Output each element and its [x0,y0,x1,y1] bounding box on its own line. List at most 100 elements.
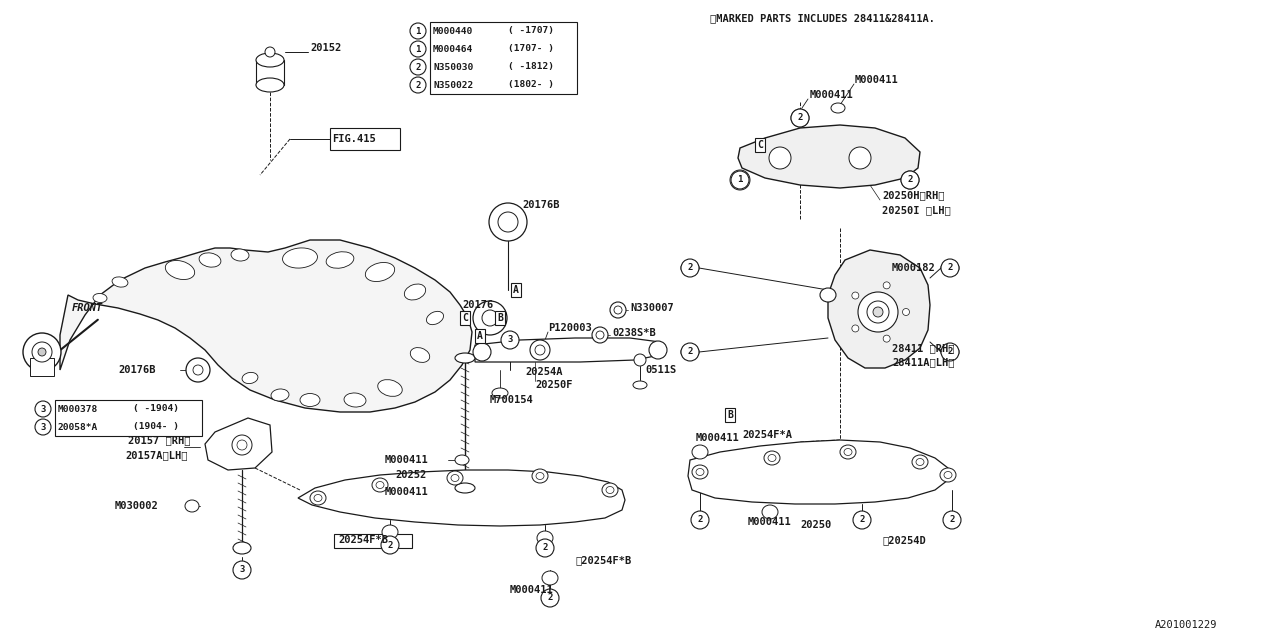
Ellipse shape [605,486,614,493]
Ellipse shape [411,348,430,362]
Ellipse shape [941,345,959,359]
Text: ※MARKED PARTS INCLUDES 28411&28411A.: ※MARKED PARTS INCLUDES 28411&28411A. [710,13,934,23]
Text: M030002: M030002 [115,501,159,511]
Text: M000411: M000411 [509,585,554,595]
Text: 2: 2 [543,543,548,552]
Ellipse shape [474,343,492,361]
Text: 20254A: 20254A [525,367,562,377]
Ellipse shape [538,531,553,545]
Ellipse shape [326,252,353,268]
Text: M000464: M000464 [433,45,474,54]
Ellipse shape [532,469,548,483]
Text: N350022: N350022 [433,81,474,90]
Text: 2: 2 [947,348,952,356]
Ellipse shape [769,147,791,169]
Ellipse shape [535,345,545,355]
Ellipse shape [483,310,498,326]
Ellipse shape [831,103,845,113]
Ellipse shape [186,358,210,382]
Bar [29,358,54,376]
Text: 20250: 20250 [800,520,831,530]
Ellipse shape [791,109,809,127]
Text: (1802- ): (1802- ) [508,81,554,90]
Ellipse shape [902,308,910,316]
Polygon shape [60,240,472,412]
Text: 20254F*A: 20254F*A [742,430,792,440]
Ellipse shape [447,471,463,485]
Text: M000411: M000411 [855,75,899,85]
Text: 1: 1 [415,45,421,54]
Ellipse shape [591,327,608,343]
Ellipse shape [940,468,956,482]
Text: 2: 2 [687,264,692,273]
Ellipse shape [768,454,776,461]
Ellipse shape [32,342,52,362]
Circle shape [35,419,51,435]
Ellipse shape [404,284,426,300]
Bar [330,128,399,150]
Ellipse shape [474,301,507,335]
Ellipse shape [23,333,61,371]
Bar [334,534,412,548]
Polygon shape [689,440,948,504]
Ellipse shape [696,468,704,476]
Text: M000378: M000378 [58,404,99,413]
Text: 0238S*B: 0238S*B [612,328,655,338]
Text: 20250F: 20250F [535,380,572,390]
Ellipse shape [165,260,195,280]
Text: FRONT: FRONT [72,303,104,313]
Ellipse shape [310,491,326,505]
Ellipse shape [849,147,870,169]
Ellipse shape [283,248,317,268]
Ellipse shape [844,449,852,456]
Circle shape [500,331,518,349]
Ellipse shape [38,348,46,356]
Circle shape [941,259,959,277]
Text: 3: 3 [239,566,244,575]
Text: M000411: M000411 [810,90,854,100]
Text: N350030: N350030 [433,63,474,72]
Ellipse shape [492,388,508,398]
Ellipse shape [945,472,952,479]
Ellipse shape [372,478,388,492]
Circle shape [410,77,426,93]
Text: M000411: M000411 [696,433,740,443]
Ellipse shape [454,455,468,465]
Ellipse shape [498,212,518,232]
Text: 2: 2 [908,175,913,184]
Text: ※20254F*B: ※20254F*B [575,555,631,565]
Ellipse shape [883,335,890,342]
Ellipse shape [867,301,890,323]
Ellipse shape [237,440,247,450]
Text: M000440: M000440 [433,26,474,35]
Circle shape [634,354,646,366]
Ellipse shape [730,170,750,190]
Ellipse shape [113,277,128,287]
Text: A201001229: A201001229 [1155,620,1217,630]
Circle shape [541,589,559,607]
Ellipse shape [681,261,699,275]
Text: 1: 1 [415,26,421,35]
Text: 28411A〈LH〉: 28411A〈LH〉 [892,357,955,367]
Text: 20176: 20176 [462,300,493,310]
Circle shape [943,511,961,529]
Ellipse shape [232,435,252,455]
Ellipse shape [883,282,890,289]
Text: 20157A〈LH〉: 20157A〈LH〉 [125,450,187,460]
Text: B: B [497,313,503,323]
Ellipse shape [602,483,618,497]
Ellipse shape [256,78,284,92]
Ellipse shape [426,312,444,324]
Text: 2: 2 [415,81,421,90]
Text: 20058*A: 20058*A [58,422,99,431]
Ellipse shape [454,353,475,363]
Circle shape [681,259,699,277]
Text: 2: 2 [698,515,703,525]
Text: ※20254D: ※20254D [882,535,925,545]
Polygon shape [739,125,920,188]
Text: M000411: M000411 [748,517,792,527]
Circle shape [410,23,426,39]
Ellipse shape [376,481,384,488]
Circle shape [852,511,870,529]
Text: N330007: N330007 [630,303,673,313]
